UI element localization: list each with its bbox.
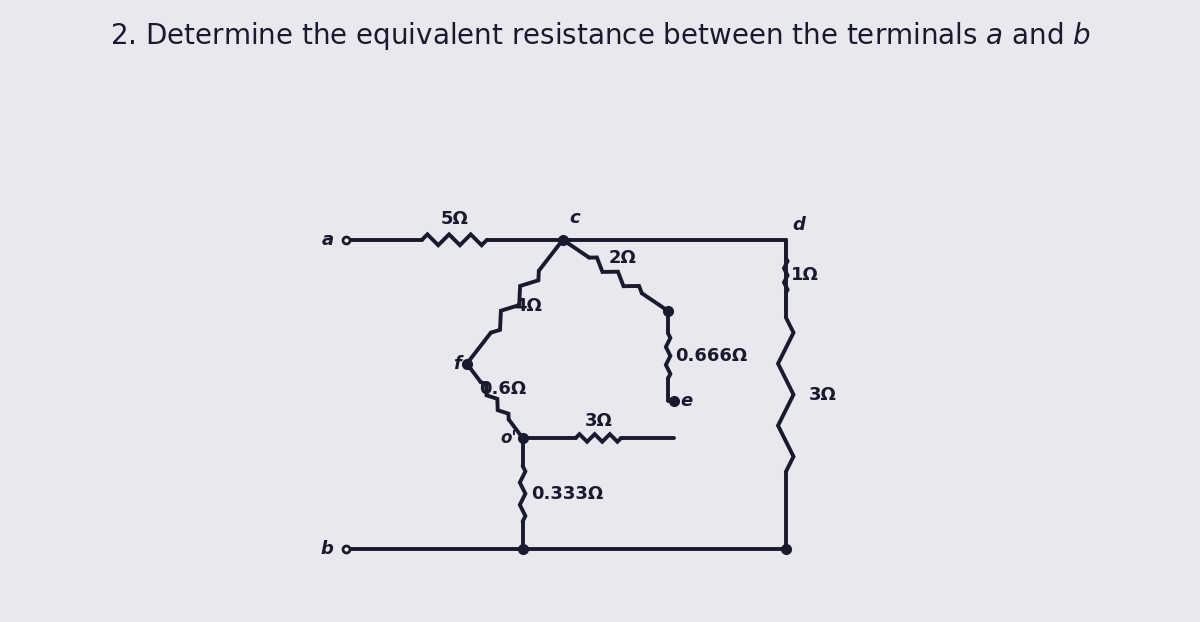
Text: a: a	[322, 231, 334, 249]
Text: 4Ω: 4Ω	[514, 297, 541, 315]
Text: 3Ω: 3Ω	[809, 386, 836, 404]
Text: d: d	[792, 216, 805, 234]
Text: 5Ω: 5Ω	[440, 210, 468, 228]
Text: 1Ω: 1Ω	[791, 266, 818, 284]
Text: o': o'	[500, 429, 516, 447]
Text: 0.666Ω: 0.666Ω	[674, 347, 748, 365]
Text: 3Ω: 3Ω	[584, 412, 612, 430]
Text: c: c	[569, 210, 580, 228]
Text: 0.333Ω: 0.333Ω	[530, 485, 604, 503]
Text: 2. Determine the equivalent resistance between the terminals $a$ and $b$: 2. Determine the equivalent resistance b…	[109, 20, 1091, 52]
Text: b: b	[320, 541, 334, 559]
Text: 0.6Ω: 0.6Ω	[479, 380, 526, 397]
Text: e: e	[680, 392, 692, 410]
Text: f: f	[452, 355, 461, 373]
Text: 2Ω: 2Ω	[610, 249, 637, 267]
